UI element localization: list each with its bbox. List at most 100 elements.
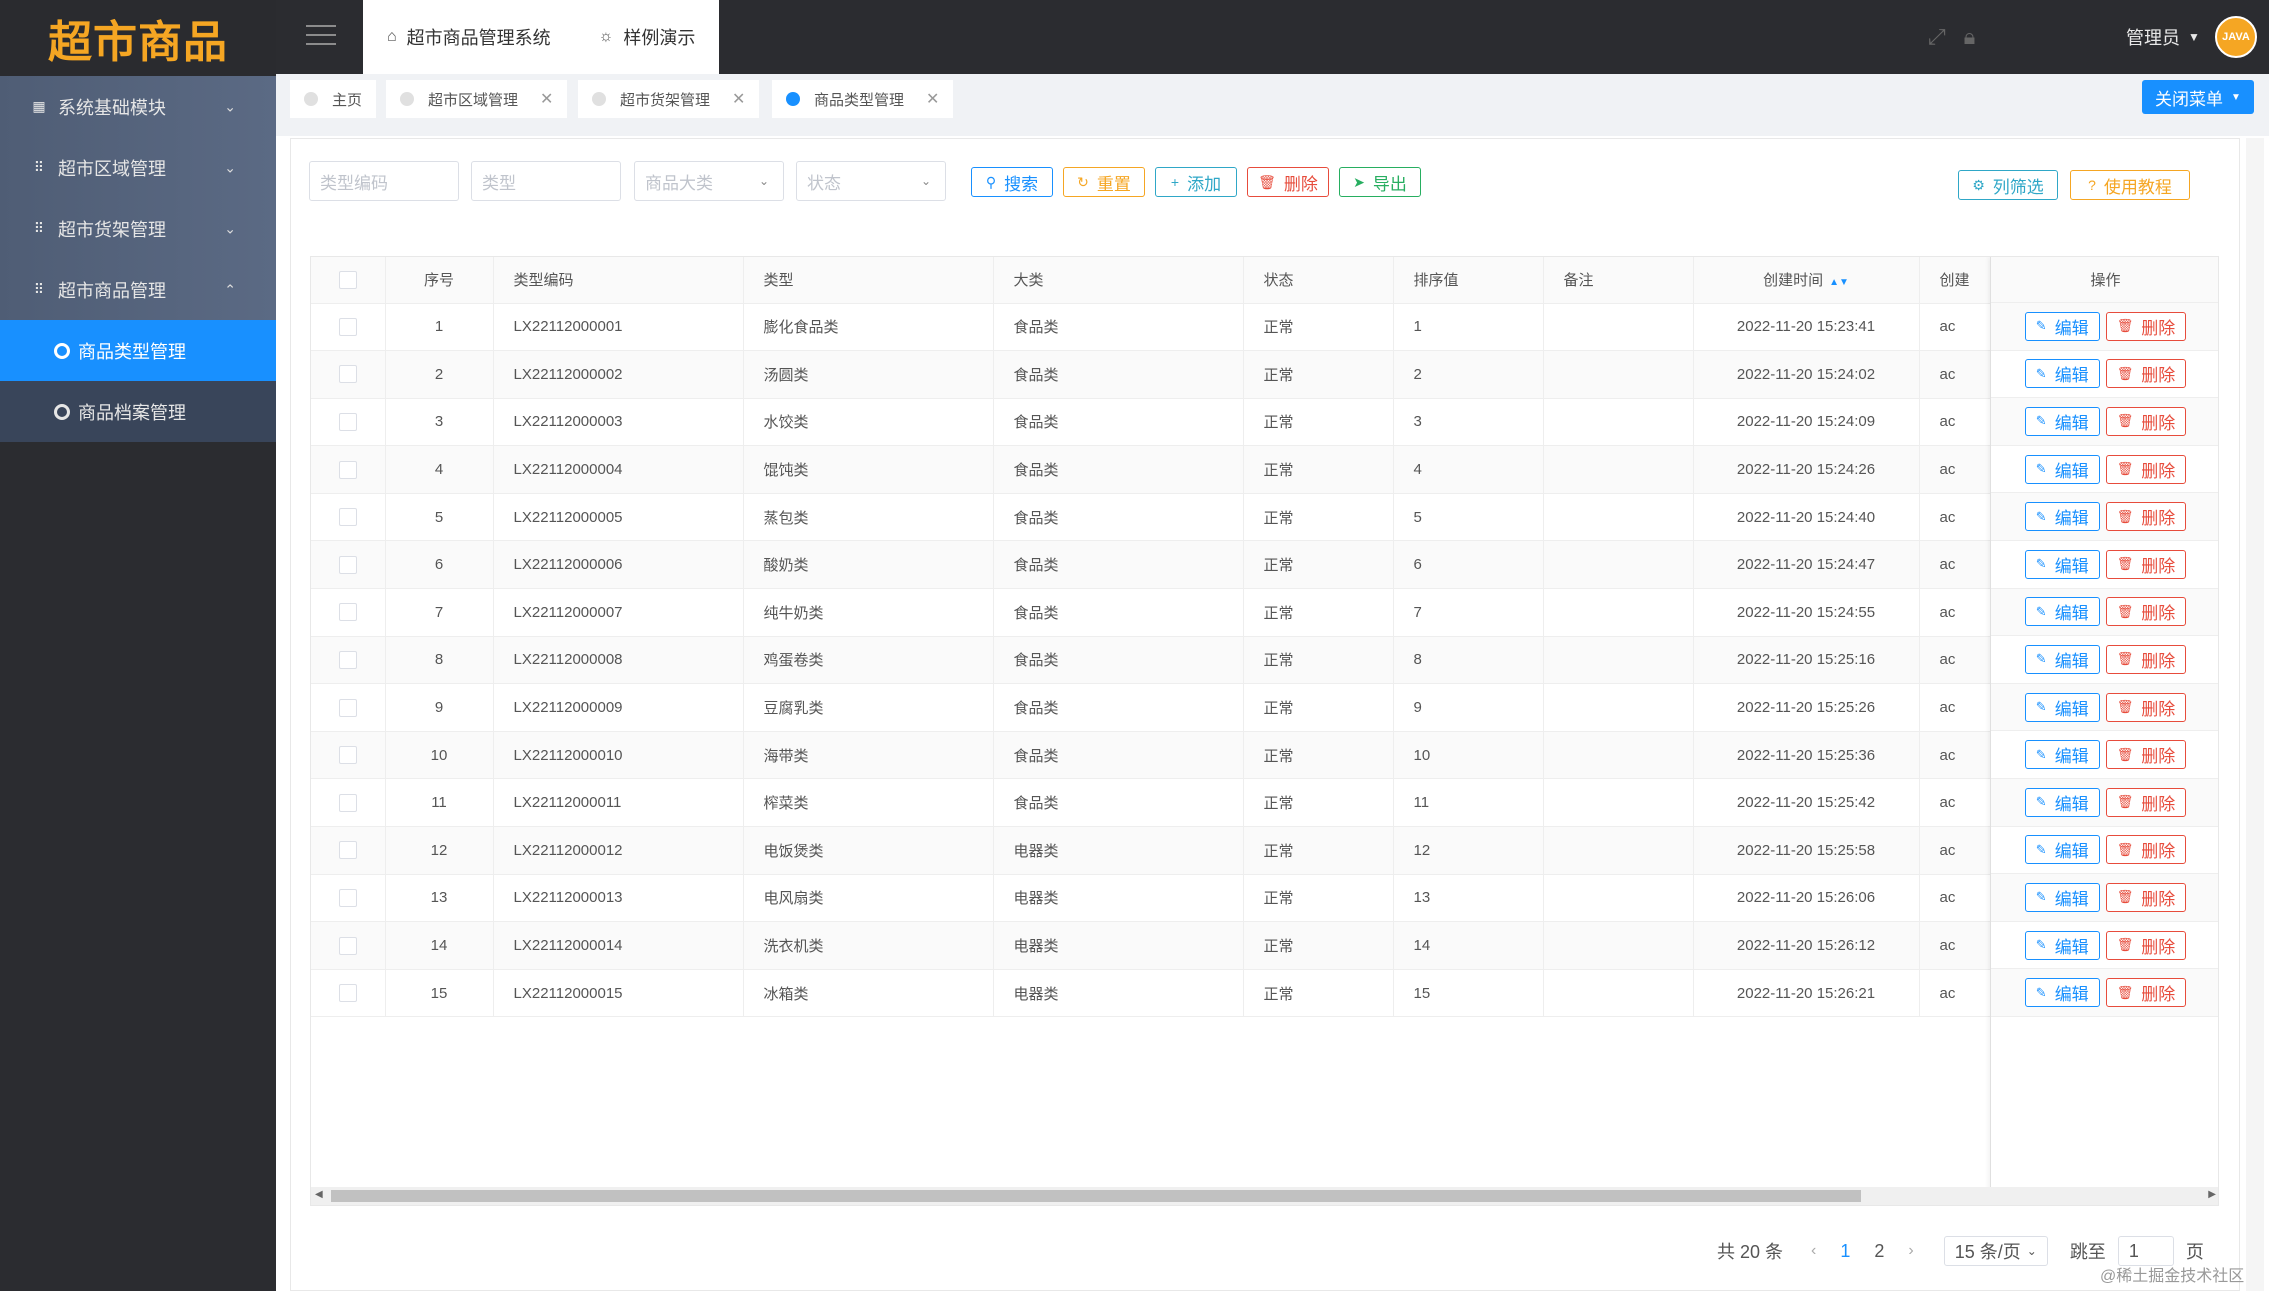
delete-button[interactable]: 🗑︎ 删除 <box>2105 978 2187 1008</box>
sidebar-item-goods[interactable]: ⠿ 超市商品管理 ⌃ <box>0 259 276 320</box>
table-row[interactable]: 13 LX22112000013 电风扇类 电器类 正常 13 2022-11-20 15:… <box>311 874 2218 923</box>
edit-button[interactable]: ✎ 编辑 <box>2024 502 2100 532</box>
table-row[interactable]: 3 LX22112000003 水饺类 食品类 正常 3 2022-11-20 15:24:… <box>311 398 2218 447</box>
row-checkbox[interactable] <box>338 603 357 622</box>
jump-input[interactable]: 1 <box>2117 1236 2174 1266</box>
delete-button[interactable]: 🗑︎ 删除 <box>2105 502 2187 532</box>
edit-button[interactable]: ✎ 编辑 <box>2024 978 2100 1008</box>
category-select[interactable]: 商品大类 ⌄ <box>634 161 784 201</box>
row-checkbox[interactable] <box>338 936 357 955</box>
user-menu[interactable]: 管理员 ▼ <box>2126 24 2200 50</box>
edit-button[interactable]: ✎ 编辑 <box>2024 835 2100 865</box>
row-checkbox[interactable] <box>338 746 357 765</box>
table-row[interactable]: 2 LX22112000002 汤圆类 食品类 正常 2 2022-11-20 15:24:… <box>311 350 2218 399</box>
batch-delete-button[interactable]: 🗑︎ 删除 <box>1247 167 1329 197</box>
table-row[interactable]: 6 LX22112000006 酸奶类 食品类 正常 6 2022-11-20 15:24:… <box>311 540 2218 590</box>
row-checkbox[interactable] <box>338 698 357 717</box>
table-row[interactable]: 8 LX22112000008 鸡蛋卷类 食品类 正常 8 2022-11-20 15:25… <box>311 636 2218 685</box>
add-button[interactable]: + 添加 <box>1155 167 1237 197</box>
table-row[interactable]: 10 LX22112000010 海带类 食品类 正常 10 2022-11-20 15:2… <box>311 731 2218 780</box>
row-checkbox[interactable] <box>338 984 357 1003</box>
row-checkbox[interactable] <box>338 555 357 574</box>
edit-button[interactable]: ✎ 编辑 <box>2024 549 2100 579</box>
tutorial-button[interactable]: ? 使用教程 <box>2070 170 2190 200</box>
table-row[interactable]: 9 LX22112000009 豆腐乳类 食品类 正常 9 2022-11-20 15:25… <box>311 683 2218 732</box>
tab-goods-type[interactable]: 商品类型管理 ✕ <box>772 80 954 118</box>
reset-button[interactable]: ↻ 重置 <box>1063 167 1145 197</box>
delete-button[interactable]: 🗑︎ 删除 <box>2105 787 2187 817</box>
row-checkbox[interactable] <box>338 888 357 907</box>
top-nav-system[interactable]: ⌂ 超市商品管理系统 <box>363 0 575 74</box>
lock-icon[interactable]: 🔒︎ <box>1963 24 1976 49</box>
tab-home[interactable]: 主页 <box>290 80 377 118</box>
sidebar-item-shelf[interactable]: ⠿ 超市货架管理 ⌄ <box>0 198 276 259</box>
status-select[interactable]: 状态 ⌄ <box>796 161 946 201</box>
horizontal-scrollbar[interactable]: ◀ ▶ <box>311 1187 2218 1205</box>
column-filter-button[interactable]: ⚙ 列筛选 <box>1958 170 2058 200</box>
table-row[interactable]: 15 LX22112000015 冰箱类 电器类 正常 15 2022-11-20 15:2… <box>311 969 2218 1018</box>
table-row[interactable]: 14 LX22112000014 洗衣机类 电器类 正常 14 2022-11-20 15:… <box>311 921 2218 970</box>
edit-button[interactable]: ✎ 编辑 <box>2024 930 2100 960</box>
edit-button[interactable]: ✎ 编辑 <box>2024 740 2100 770</box>
top-nav-demo[interactable]: ☼ 样例演示 <box>575 0 720 74</box>
sidebar-subitem-goods-type[interactable]: 商品类型管理 <box>0 320 276 381</box>
table-row[interactable]: 5 LX22112000005 蒸包类 食品类 正常 5 2022-11-20 15:24:… <box>311 493 2218 542</box>
hamburger-icon[interactable] <box>306 25 336 47</box>
sort-icon[interactable]: ▲▼ <box>1829 277 1849 289</box>
next-page-icon[interactable]: › <box>1908 1242 1914 1259</box>
page-1[interactable]: 1 <box>1840 1240 1851 1261</box>
delete-button[interactable]: 🗑︎ 删除 <box>2105 597 2187 627</box>
table-row[interactable]: 12 LX22112000012 电饭煲类 电器类 正常 12 2022-11-20 15:… <box>311 826 2218 875</box>
export-button[interactable]: ➤ 导出 <box>1339 167 1421 197</box>
delete-button[interactable]: 🗑︎ 删除 <box>2105 549 2187 579</box>
type-input[interactable]: 类型 <box>471 161 621 201</box>
row-checkbox[interactable] <box>338 460 357 479</box>
delete-button[interactable]: 🗑︎ 删除 <box>2105 740 2187 770</box>
edit-button[interactable]: ✎ 编辑 <box>2024 882 2100 912</box>
row-checkbox[interactable] <box>338 508 357 527</box>
edit-button[interactable]: ✎ 编辑 <box>2024 597 2100 627</box>
row-checkbox[interactable] <box>338 793 357 812</box>
row-checkbox[interactable] <box>338 365 357 384</box>
select-all-checkbox[interactable] <box>338 270 357 289</box>
delete-button[interactable]: 🗑︎ 删除 <box>2105 359 2187 389</box>
delete-button[interactable]: 🗑︎ 删除 <box>2105 930 2187 960</box>
table-row[interactable]: 11 LX22112000011 榨菜类 食品类 正常 11 2022-11-20 15:2… <box>311 778 2218 828</box>
delete-button[interactable]: 🗑︎ 删除 <box>2105 835 2187 865</box>
col-header-created[interactable]: 创建时间 ▲▼ <box>1693 257 1920 304</box>
close-icon[interactable]: ✕ <box>926 91 940 108</box>
page-2[interactable]: 2 <box>1874 1240 1885 1261</box>
scroll-left-icon[interactable]: ◀ <box>315 1189 323 1200</box>
close-menu-button[interactable]: 关闭菜单 ▼ <box>2142 80 2254 114</box>
edit-button[interactable]: ✎ 编辑 <box>2024 454 2100 484</box>
fullscreen-icon[interactable]: ⤢ <box>1928 24 1946 49</box>
table-row[interactable]: 7 LX22112000007 纯牛奶类 食品类 正常 7 2022-11-20 15:24… <box>311 588 2218 637</box>
search-button[interactable]: ⚲ 搜索 <box>971 167 1053 197</box>
tab-shelf[interactable]: 超市货架管理 ✕ <box>578 80 760 118</box>
scrollbar-thumb[interactable] <box>331 1190 1861 1202</box>
prev-page-icon[interactable]: ‹ <box>1811 1242 1817 1259</box>
table-row[interactable]: 4 LX22112000004 馄饨类 食品类 正常 4 2022-11-20 15:24:… <box>311 445 2218 494</box>
delete-button[interactable]: 🗑︎ 删除 <box>2105 882 2187 912</box>
app-logo[interactable]: 超市商品 <box>0 0 276 76</box>
close-icon[interactable]: ✕ <box>732 91 746 108</box>
delete-button[interactable]: 🗑︎ 删除 <box>2105 406 2187 436</box>
row-checkbox[interactable] <box>338 413 357 431</box>
sidebar-subitem-goods-archive[interactable]: 商品档案管理 <box>0 381 276 442</box>
sidebar-item-basic[interactable]: ▦ 系统基础模块 ⌄ <box>0 76 276 137</box>
tab-area[interactable]: 超市区域管理 ✕ <box>386 80 568 118</box>
avatar[interactable]: JAVA <box>2215 16 2257 58</box>
page-size-select[interactable]: 15 条/页 ⌄ <box>1943 1236 2048 1266</box>
code-input[interactable]: 类型编码 <box>309 161 459 201</box>
edit-button[interactable]: ✎ 编辑 <box>2024 644 2100 674</box>
edit-button[interactable]: ✎ 编辑 <box>2024 692 2100 722</box>
scroll-right-icon[interactable]: ▶ <box>2208 1189 2216 1200</box>
delete-button[interactable]: 🗑︎ 删除 <box>2105 692 2187 722</box>
edit-button[interactable]: ✎ 编辑 <box>2024 359 2100 389</box>
delete-button[interactable]: 🗑︎ 删除 <box>2105 311 2187 341</box>
edit-button[interactable]: ✎ 编辑 <box>2024 406 2100 436</box>
sidebar-item-area[interactable]: ⠿ 超市区域管理 ⌄ <box>0 137 276 198</box>
delete-button[interactable]: 🗑︎ 删除 <box>2105 644 2187 674</box>
delete-button[interactable]: 🗑︎ 删除 <box>2105 454 2187 484</box>
edit-button[interactable]: ✎ 编辑 <box>2024 311 2100 341</box>
